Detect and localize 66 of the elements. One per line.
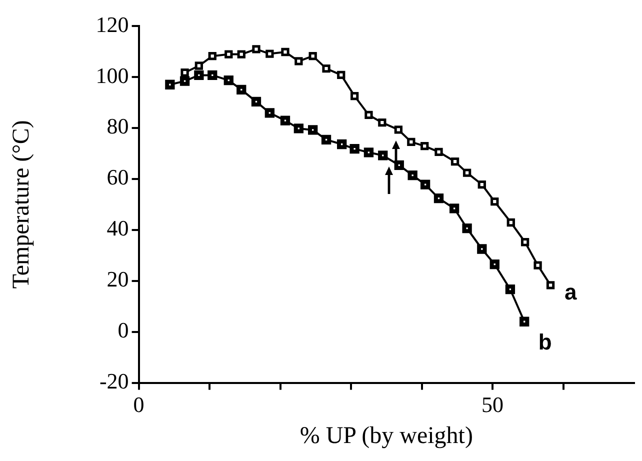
point <box>308 52 317 60</box>
point <box>378 150 388 160</box>
point <box>251 96 262 107</box>
point <box>337 139 347 150</box>
point <box>322 64 330 73</box>
point <box>350 144 360 154</box>
series-label: a <box>564 279 578 304</box>
point <box>237 50 246 58</box>
point <box>520 316 530 326</box>
point <box>294 124 304 134</box>
point <box>236 84 246 95</box>
point <box>462 168 472 177</box>
point <box>477 244 487 254</box>
point <box>252 45 260 54</box>
point <box>420 142 429 150</box>
point <box>407 138 416 146</box>
point <box>420 180 430 190</box>
y-tick-label: -20 <box>99 368 129 394</box>
point <box>378 118 386 127</box>
point <box>490 259 500 270</box>
x-tick-label: 50 <box>482 392 504 417</box>
point <box>394 160 404 170</box>
y-tick-label: 80 <box>106 114 129 139</box>
point <box>321 134 332 144</box>
point <box>490 198 499 206</box>
point <box>434 193 444 204</box>
y-tick-label: 40 <box>106 216 129 241</box>
point <box>478 180 486 189</box>
point <box>180 68 189 77</box>
y-tick-label: 60 <box>106 164 129 190</box>
point <box>534 261 542 270</box>
point <box>208 52 216 60</box>
point <box>180 76 190 86</box>
point <box>224 50 233 58</box>
series-label: b <box>538 330 552 355</box>
point <box>364 148 374 158</box>
point <box>337 70 346 80</box>
point <box>506 218 515 227</box>
point <box>462 224 472 234</box>
y-tick-label: 20 <box>106 266 129 292</box>
point <box>294 57 303 66</box>
point <box>505 284 516 294</box>
point <box>364 110 373 120</box>
point <box>350 92 359 100</box>
y-axis-title: Temperature (°C) <box>8 120 35 289</box>
point <box>520 238 530 246</box>
point <box>264 108 275 118</box>
point <box>281 48 290 56</box>
point <box>194 70 204 80</box>
point <box>434 148 443 156</box>
point <box>194 62 204 70</box>
point <box>165 80 175 90</box>
point <box>224 75 234 86</box>
point <box>546 281 555 290</box>
point <box>450 158 460 166</box>
y-tick-label: 100 <box>96 62 129 88</box>
point <box>394 126 403 134</box>
point <box>208 70 218 80</box>
point <box>449 204 460 214</box>
y-tick-label: 0 <box>118 318 129 343</box>
point <box>308 125 318 135</box>
point <box>408 170 418 180</box>
y-tick-label: 120 <box>96 12 129 37</box>
x-axis-title: % UP (by weight) <box>300 422 473 449</box>
point <box>280 116 290 126</box>
point <box>266 50 274 58</box>
